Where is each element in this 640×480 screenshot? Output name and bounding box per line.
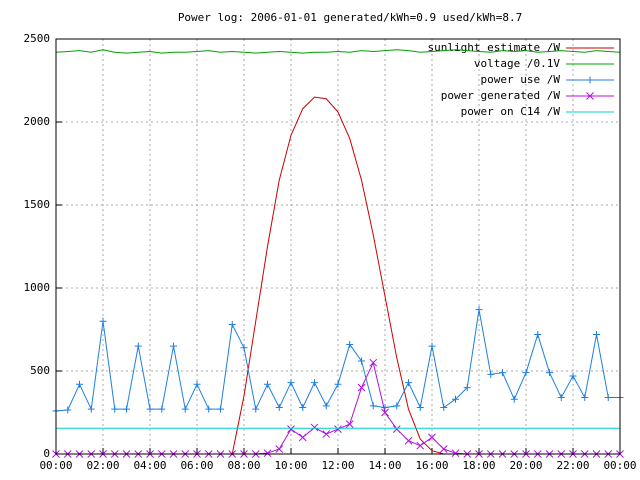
data-point [217, 405, 224, 413]
x-tick-label: 12:00 [321, 459, 354, 472]
data-point [381, 408, 389, 417]
data-point [345, 420, 354, 428]
data-point [346, 340, 354, 348]
data-point [64, 406, 72, 414]
data-point [310, 423, 319, 432]
data-point [134, 342, 142, 350]
data-point [593, 330, 600, 338]
data-point [440, 404, 448, 412]
data-point [76, 380, 83, 388]
y-tick-label: 0 [43, 447, 50, 460]
x-tick-label: 22:00 [556, 459, 589, 472]
series-line [55, 49, 621, 54]
data-point [358, 357, 365, 365]
x-tick-label: 06:00 [180, 459, 213, 472]
data-point [487, 370, 495, 378]
data-point [369, 402, 377, 410]
data-point [275, 445, 284, 453]
data-point [146, 405, 154, 413]
data-point [392, 425, 401, 433]
x-tick-label: 14:00 [368, 459, 401, 472]
data-point [557, 394, 565, 402]
plot-frame [55, 38, 621, 455]
data-point [99, 317, 107, 325]
data-point [357, 383, 366, 392]
data-point [205, 405, 213, 413]
x-tick-label: 16:00 [415, 459, 448, 472]
data-point [581, 394, 589, 402]
x-tick-label: 00:00 [39, 459, 72, 472]
x-tick-label: 04:00 [133, 459, 166, 472]
y-tick-label: 1000 [24, 281, 51, 294]
x-tick-label: 02:00 [86, 459, 119, 472]
data-point [311, 379, 318, 387]
data-point [428, 433, 436, 442]
data-point [287, 425, 295, 433]
y-tick-label: 2000 [24, 115, 51, 128]
data-point [534, 330, 542, 338]
data-point [111, 405, 119, 413]
data-point [404, 436, 413, 445]
data-point [439, 445, 448, 453]
legend-label: power generated /W [441, 89, 561, 102]
data-point [299, 404, 307, 412]
data-point [475, 306, 483, 314]
data-point [416, 441, 425, 450]
data-point [499, 369, 506, 377]
x-tick-label: 08:00 [227, 459, 260, 472]
data-point [405, 379, 412, 387]
y-tick-label: 2500 [24, 32, 51, 45]
data-point [298, 433, 307, 442]
data-point [158, 405, 166, 413]
data-point [369, 358, 378, 367]
data-point [263, 449, 272, 458]
data-point [393, 402, 401, 410]
data-point [322, 430, 331, 438]
data-point [228, 321, 236, 329]
data-point [452, 395, 459, 403]
data-point [181, 405, 189, 413]
legend-marker [586, 76, 594, 84]
data-point [381, 404, 389, 412]
data-point [287, 379, 295, 387]
legend-label: voltage /0.1V [474, 57, 560, 70]
x-tick-label: 20:00 [509, 459, 542, 472]
legend-marker [586, 92, 594, 100]
data-point [123, 405, 130, 413]
data-point [522, 369, 530, 377]
chart-title: Power log: 2006-01-01 generated/kWh=0.9 … [178, 11, 522, 24]
data-point [264, 380, 271, 388]
data-point [170, 342, 177, 350]
y-tick-label: 500 [30, 364, 50, 377]
x-tick-label: 18:00 [462, 459, 495, 472]
data-point [322, 402, 330, 410]
data-point [87, 405, 95, 413]
data-point [451, 449, 460, 458]
y-tick-label: 1500 [24, 198, 51, 211]
x-tick-label: 10:00 [274, 459, 307, 472]
data-point [463, 384, 471, 392]
data-point [334, 380, 342, 388]
data-point [416, 404, 424, 412]
data-point [275, 404, 283, 412]
data-point [252, 405, 260, 413]
data-point [604, 394, 612, 402]
data-point [546, 369, 553, 377]
data-point [569, 372, 577, 380]
x-tick-label: 00:00 [603, 459, 636, 472]
legend-label: power on C14 /W [461, 105, 561, 118]
data-point [428, 342, 436, 350]
legend-label: power use /W [481, 73, 561, 86]
data-point [240, 344, 248, 352]
data-point [193, 380, 201, 388]
data-point [510, 395, 518, 403]
data-point [334, 425, 342, 433]
